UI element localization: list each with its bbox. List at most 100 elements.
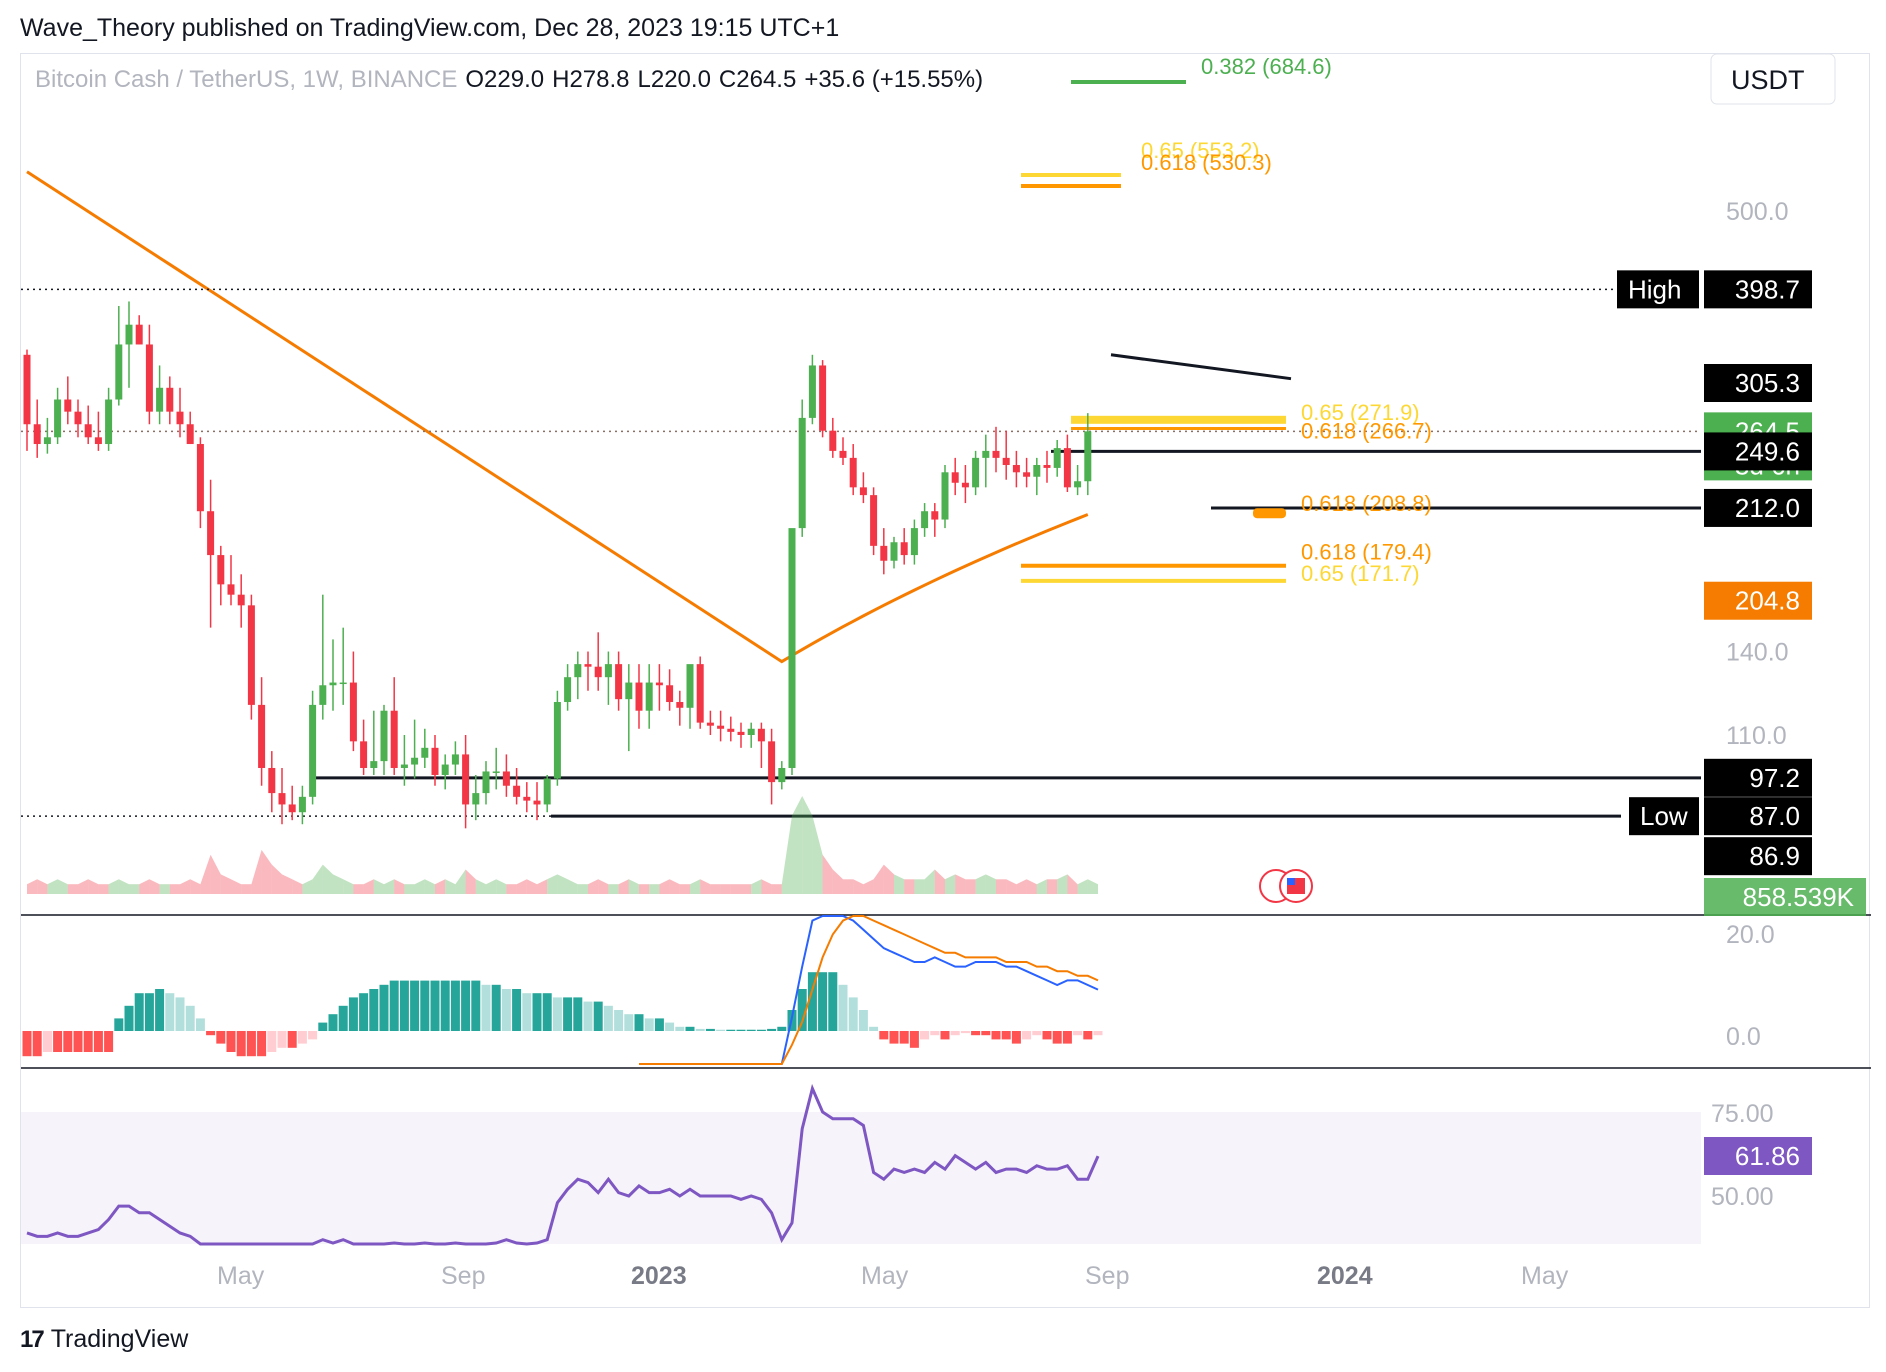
volume-area-segment (282, 874, 293, 894)
candle-body (880, 545, 888, 561)
volume-area-segment (1077, 879, 1088, 894)
low-tag[interactable] (1629, 797, 1699, 836)
macd-histogram-bar (879, 1031, 889, 1040)
candle-body (676, 702, 684, 708)
fib-label-2088: 0.618 (208.8) (1301, 491, 1432, 516)
volume-area-segment (741, 884, 752, 894)
macd-histogram-bar (981, 1031, 991, 1036)
price-label-3053-text: 305.3 (1735, 368, 1800, 398)
candle-body (849, 457, 857, 488)
macd-histogram-bar (348, 997, 358, 1031)
candle-body (411, 757, 419, 765)
candle-body (288, 804, 296, 813)
price-label-870[interactable] (1704, 797, 1812, 836)
volume-area-segment (679, 884, 690, 894)
macd-histogram-bar (430, 980, 440, 1031)
candle-body (615, 664, 623, 700)
rsi-band (21, 1112, 1701, 1244)
price-axis-tick: 500.0 (1726, 198, 1789, 226)
flag-canton (1287, 878, 1295, 885)
price-label-2120[interactable] (1704, 488, 1812, 527)
macd-histogram-bar (501, 989, 511, 1031)
price-label-2496[interactable] (1704, 432, 1812, 471)
volume-area-segment (649, 884, 660, 894)
candle-body (982, 450, 990, 458)
macd-histogram-bar (42, 1031, 52, 1052)
macd-histogram-bar (399, 980, 409, 1031)
candle-body (910, 528, 918, 556)
macd-histogram-bar (858, 1010, 868, 1031)
candle-body (768, 741, 776, 783)
currency-button[interactable] (1710, 54, 1836, 105)
volume-area-segment (832, 869, 843, 894)
candle-body (227, 584, 235, 595)
time-axis-tick: Sep (441, 1262, 485, 1290)
candle-body (727, 728, 735, 732)
candle-body (941, 472, 949, 520)
fib-label-1794: 0.618 (179.4) (1301, 540, 1432, 565)
price-label-972[interactable] (1704, 758, 1812, 797)
macd-histogram-bar (134, 993, 144, 1031)
rsi-label[interactable] (1704, 1137, 1812, 1175)
price-label-869[interactable] (1704, 837, 1812, 876)
trendline[interactable] (1110, 353, 1292, 381)
macd-histogram-bar (185, 1005, 195, 1031)
macd-histogram-bar (675, 1026, 685, 1031)
volume-area-segment (159, 884, 170, 894)
macd-histogram-bar (369, 989, 379, 1031)
macd-histogram-bar (257, 1031, 267, 1057)
candle-body (400, 764, 408, 768)
macd-histogram-bar (512, 989, 522, 1031)
price-label-ema-2048[interactable] (1704, 581, 1812, 620)
candle-body (390, 710, 398, 768)
rsi-line (26, 1083, 1100, 1246)
macd-histogram-bar (32, 1031, 42, 1057)
macd-histogram-bar (909, 1031, 919, 1048)
volume-area-segment (618, 879, 629, 894)
candle-body (247, 605, 255, 705)
candle-body (859, 487, 867, 496)
macd-histogram-bar (1083, 1031, 1093, 1040)
price-label-3987[interactable] (1704, 270, 1812, 309)
candle-body (360, 741, 368, 768)
high-tag[interactable] (1617, 270, 1699, 309)
candle-body (1023, 472, 1031, 477)
macd-histogram-bar (930, 1031, 940, 1036)
volume-area-segment (955, 874, 966, 894)
macd-histogram-bar (950, 1031, 960, 1036)
candle-body (992, 450, 1000, 458)
macd-histogram-bar (226, 1031, 236, 1052)
price-label-972-text: 97.2 (1749, 763, 1800, 793)
candle-body (1084, 431, 1092, 482)
volume-label[interactable] (1704, 878, 1866, 916)
candle-body (268, 767, 276, 794)
volume-area-segment (98, 884, 109, 894)
candle-body (166, 387, 174, 412)
macd-histogram-bar (848, 997, 858, 1031)
volume-area-segment (37, 879, 48, 894)
candle-body (655, 682, 663, 686)
candle-body (186, 424, 194, 445)
price-label-3053[interactable] (1704, 364, 1812, 402)
macd-histogram-bar (838, 984, 848, 1031)
volume-area-segment (404, 884, 415, 894)
macd-histogram-bar (1032, 1031, 1042, 1036)
macd-axis-tick: 20.0 (1726, 921, 1775, 949)
volume-area-segment (47, 879, 58, 894)
candle-body (564, 677, 572, 703)
tradingview-logo[interactable]: 17 TradingView (20, 1325, 188, 1354)
volume-area-segment (292, 879, 303, 894)
macd-histogram-bar (165, 993, 175, 1031)
volume-area-segment (394, 879, 405, 894)
macd-histogram-bar (1011, 1031, 1021, 1044)
volume-area-segment (588, 879, 599, 894)
rsi-label-text: 61.86 (1735, 1141, 1800, 1171)
volume-area-segment (78, 879, 89, 894)
candle-body (666, 685, 674, 703)
volume-label-text: 858.539K (1743, 882, 1855, 912)
fib-label-1717: 0.65 (171.7) (1301, 561, 1420, 586)
volume-area-segment (598, 879, 609, 894)
candle-body (482, 771, 490, 794)
fib-label-2667: 0.618 (266.7) (1301, 419, 1432, 444)
main-chart-svg[interactable]: Bitcoin Cash / TetherUS, 1W, BINANCE O229… (21, 54, 1871, 1309)
